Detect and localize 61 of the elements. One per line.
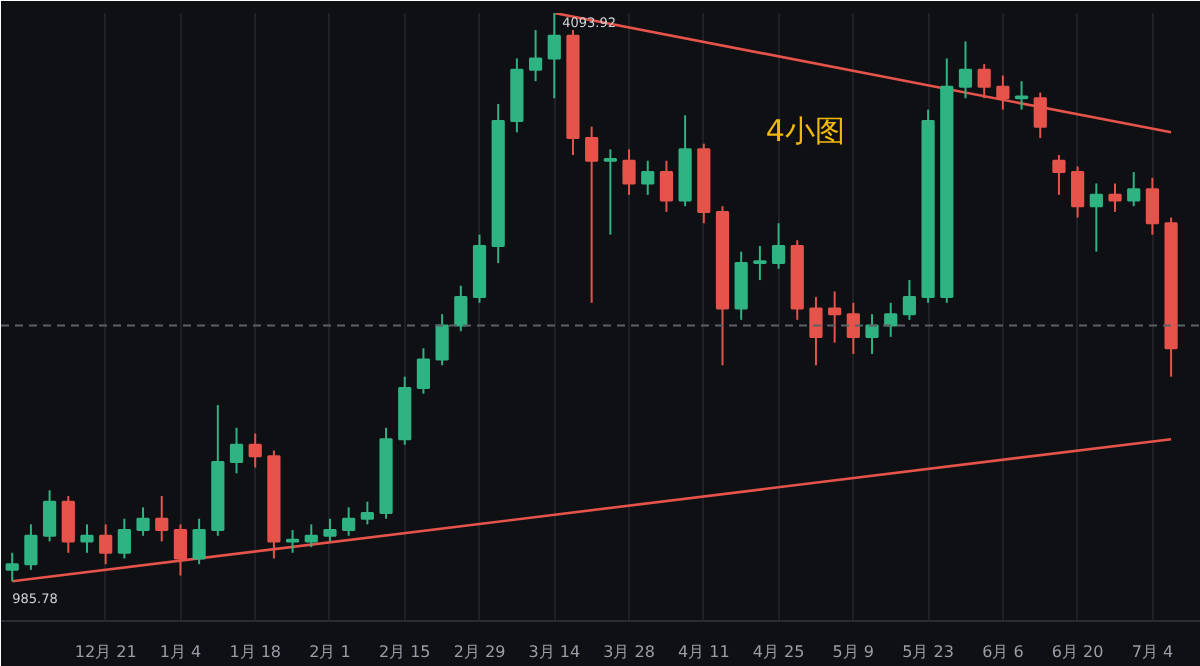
x-tick-label: 6月 20 <box>1051 643 1104 661</box>
x-tick-label: 4月 25 <box>752 643 805 661</box>
x-tick-label: 12月 21 <box>74 643 137 661</box>
candlestick <box>977 63 991 100</box>
candlestick <box>828 290 842 344</box>
candlestick <box>173 523 188 577</box>
candlestick <box>24 523 38 571</box>
candlestick <box>771 222 786 270</box>
candlestick <box>734 250 748 321</box>
candlestick <box>753 244 767 282</box>
candlestick <box>884 301 898 338</box>
x-tick-label: 5月 23 <box>902 643 954 661</box>
candlestick <box>454 284 468 333</box>
candlestick <box>416 347 431 395</box>
x-tick-label: 2月 15 <box>378 643 431 661</box>
candlestick <box>846 301 860 355</box>
candlestick <box>1108 182 1122 213</box>
x-tick-label: 1月 4 <box>159 643 202 661</box>
candlestick <box>360 500 374 526</box>
candlestick <box>155 494 169 543</box>
candlestick <box>5 551 19 583</box>
candlestick <box>61 494 75 554</box>
candlestick <box>323 517 337 543</box>
candlestick <box>1089 182 1103 253</box>
candlestick <box>585 125 599 304</box>
x-tick-label: 2月 1 <box>309 643 351 661</box>
candlestick <box>342 506 356 537</box>
x-tick-label: 3月 14 <box>528 643 581 661</box>
candlestick <box>192 517 206 566</box>
candlestick <box>622 148 636 196</box>
candlestick <box>99 523 113 566</box>
candlestick <box>659 159 674 213</box>
candlestick <box>958 40 973 100</box>
candlestick <box>528 29 543 83</box>
candlestick <box>80 523 94 554</box>
x-tick-label: 7月 4 <box>1131 643 1174 661</box>
candlestick <box>603 148 617 236</box>
candlestick <box>1127 171 1141 208</box>
x-tick-label: 4月 11 <box>677 643 730 661</box>
candlestick <box>136 506 150 537</box>
candlestick <box>42 489 57 543</box>
candlestick <box>248 432 262 469</box>
candlestick <box>996 74 1010 111</box>
x-tick-label: 3月 28 <box>603 643 655 661</box>
candlestick <box>865 313 879 355</box>
candlestick <box>435 313 449 367</box>
candlestick <box>547 13 561 100</box>
candlestick <box>117 517 131 560</box>
candlestick <box>809 296 823 367</box>
candlestick <box>304 523 318 549</box>
candlestick <box>229 426 244 475</box>
annotation: 4小图 <box>765 113 845 150</box>
candlestick <box>1071 165 1085 219</box>
candlestick <box>1052 154 1066 196</box>
x-tick-label: 2月 29 <box>453 643 506 661</box>
candlestick <box>641 159 655 196</box>
x-tick-label: 1月 18 <box>229 643 282 661</box>
x-tick-label: 6月 6 <box>982 643 1024 661</box>
candlestick <box>1145 176 1160 236</box>
candlestick <box>902 279 917 321</box>
x-tick-label: 5月 9 <box>832 643 875 661</box>
